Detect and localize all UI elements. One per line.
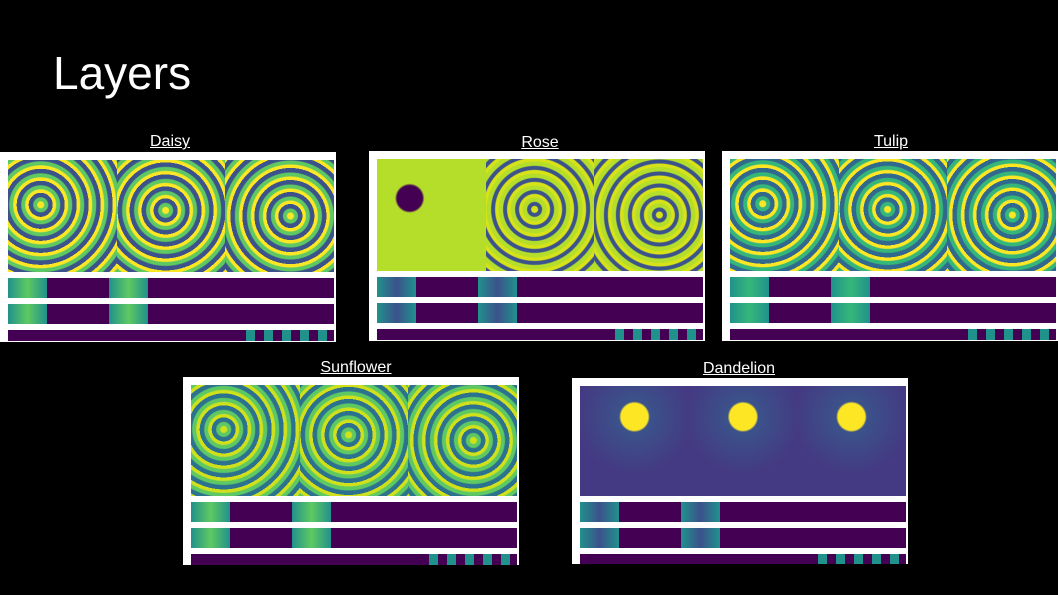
activation-segment — [580, 502, 620, 522]
activation-segment — [292, 528, 332, 548]
activation-segment — [263, 330, 274, 341]
activation-segment — [817, 554, 828, 564]
activation-segment — [191, 528, 231, 548]
layer-activation-strip — [580, 528, 906, 548]
panel-label-sunflower: Sunflower — [320, 359, 392, 376]
activation-segment — [1021, 329, 1031, 340]
activation-segment — [281, 330, 291, 341]
panel-label-rose: Rose — [521, 134, 559, 151]
panel-tulip — [722, 151, 1058, 341]
feature-map-image — [838, 159, 948, 271]
feature-map-image — [580, 386, 689, 496]
activation-segment — [668, 329, 678, 340]
activation-segment — [500, 554, 510, 565]
feature-map-image — [594, 159, 703, 271]
activation-segment — [831, 277, 871, 297]
feature-map-main — [730, 159, 1056, 271]
activation-segment — [292, 502, 332, 522]
feature-map-image — [408, 385, 517, 496]
activation-segment — [446, 554, 457, 565]
layer-activation-strip — [8, 278, 334, 298]
layer-activation-strip — [730, 303, 1056, 323]
panel-label-tulip: Tulip — [873, 133, 909, 150]
feature-map-image — [225, 160, 334, 272]
layer-activation-strip — [191, 502, 517, 522]
activation-segment — [377, 277, 417, 297]
feature-map-image — [947, 159, 1056, 271]
activation-segment — [478, 303, 518, 323]
feature-map-main — [377, 159, 703, 271]
layer-activation-strip — [377, 277, 703, 297]
activation-segment — [831, 303, 871, 323]
panel-daisy — [0, 152, 336, 342]
layer-activation-strip — [191, 528, 517, 548]
layer-activation-strip — [580, 502, 906, 522]
slide-title: Layers — [53, 47, 192, 99]
activation-segment — [686, 329, 696, 340]
feature-map-image — [191, 385, 300, 496]
activation-segment — [109, 278, 149, 298]
layer-activation-strip — [191, 554, 517, 565]
activation-segment — [632, 329, 643, 340]
activation-segment — [580, 528, 620, 548]
layer-activation-strip — [377, 329, 703, 340]
activation-segment — [681, 528, 721, 548]
feature-map-image — [485, 159, 595, 271]
panel-dandelion — [572, 378, 908, 564]
feature-map-image — [377, 159, 486, 271]
activation-segment — [985, 329, 996, 340]
panel-rose — [369, 151, 705, 341]
activation-segment — [317, 330, 327, 341]
activation-segment — [681, 502, 721, 522]
activation-segment — [1039, 329, 1049, 340]
activation-segment — [299, 330, 309, 341]
layer-activation-strip — [580, 554, 906, 564]
activation-segment — [464, 554, 474, 565]
activation-segment — [835, 554, 846, 564]
layer-activation-strip — [377, 303, 703, 323]
feature-map-image — [730, 159, 839, 271]
feature-map-image — [688, 386, 798, 496]
feature-map-main — [191, 385, 517, 496]
layer-activation-strip — [730, 277, 1056, 297]
feature-map-image — [299, 385, 409, 496]
activation-segment — [8, 278, 48, 298]
activation-segment — [191, 502, 231, 522]
activation-segment — [853, 554, 863, 564]
layer-activation-strip — [730, 329, 1056, 340]
activation-segment — [967, 329, 978, 340]
feature-map-image — [8, 160, 117, 272]
feature-map-image — [797, 386, 906, 496]
layer-activation-strip — [8, 304, 334, 324]
panel-label-dandelion: Dandelion — [702, 360, 776, 377]
activation-segment — [730, 277, 770, 297]
activation-segment — [478, 277, 518, 297]
activation-segment — [1003, 329, 1013, 340]
feature-map-main — [8, 160, 334, 272]
activation-segment — [650, 329, 660, 340]
feature-map-main — [580, 386, 906, 496]
panel-sunflower — [183, 377, 519, 565]
activation-segment — [482, 554, 492, 565]
activation-segment — [8, 304, 48, 324]
activation-segment — [245, 330, 256, 341]
activation-segment — [377, 303, 417, 323]
activation-segment — [428, 554, 439, 565]
activation-segment — [614, 329, 625, 340]
activation-segment — [109, 304, 149, 324]
activation-segment — [889, 554, 899, 564]
feature-map-image — [116, 160, 226, 272]
activation-segment — [871, 554, 881, 564]
panel-label-daisy: Daisy — [149, 133, 190, 150]
layer-activation-strip — [8, 330, 334, 341]
activation-segment — [730, 303, 770, 323]
